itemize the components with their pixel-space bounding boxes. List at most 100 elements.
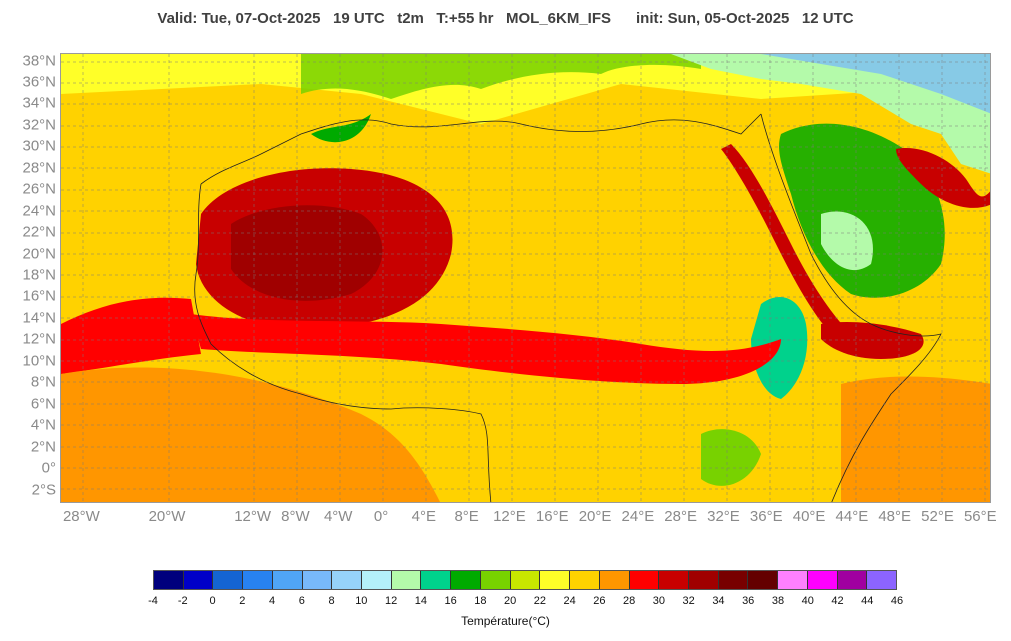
colorbar-swatch (718, 571, 749, 589)
lat-label: 4°N (30, 416, 56, 434)
lon-label: 12°W (234, 508, 272, 525)
colorbar-tick-label: 14 (414, 595, 427, 607)
lat-label: 8°N (30, 373, 56, 391)
colorbar-swatch (213, 571, 244, 589)
colorbar-tick-label: 22 (533, 595, 546, 607)
temperature-field (61, 54, 990, 502)
northeast-cool (671, 54, 990, 174)
lat-label: 6°N (30, 395, 56, 413)
colorbar-tick-label: 40 (801, 595, 814, 607)
lon-label: 12°E (493, 508, 526, 525)
lon-label: 28°E (664, 508, 698, 525)
lon-label: 4°W (323, 508, 353, 525)
lon-label: 0° (373, 508, 389, 525)
lon-label: 24°E (621, 508, 655, 525)
lon-label: 48°E (878, 508, 912, 525)
lat-label: 2°S (31, 481, 56, 499)
colorbar-swatch (362, 571, 392, 589)
lat-label: 0° (41, 459, 56, 477)
colorbar-swatch (272, 571, 303, 589)
lon-label: 36°E (749, 508, 783, 525)
lat-label: 36°N (22, 73, 56, 91)
colorbar-tick-label: 46 (890, 595, 904, 607)
colorbar-tick-label: 0 (209, 595, 216, 607)
colorbar-tick-label: 32 (682, 595, 695, 607)
colorbar-swatch (510, 571, 541, 589)
lon-label: 4°E (411, 508, 437, 525)
lat-label: 22°N (22, 223, 56, 241)
lon-label: 52°E (921, 508, 954, 525)
lat-label: 38°N (22, 52, 56, 70)
north-coastline (200, 113, 762, 185)
colorbar-tick-label: 18 (474, 595, 487, 607)
lon-label: 56°E (963, 508, 997, 525)
colorbar-swatch (867, 571, 896, 589)
east-coastline (760, 113, 942, 502)
map-title: Valid: Tue, 07-Oct-2025 19 UTC t2m T:+55… (157, 10, 854, 27)
colorbar-tick-label: 26 (593, 595, 606, 607)
lat-label: 26°N (22, 180, 56, 198)
colorbar-swatch (599, 571, 630, 589)
colorbar-tick-label: 30 (652, 595, 666, 607)
colorbar-swatch (421, 571, 452, 589)
lat-label: 12°N (22, 330, 56, 348)
lon-label: 44°E (835, 508, 869, 525)
lon-label: 28°W (62, 508, 100, 525)
colorbar-swatch (688, 571, 719, 589)
colorbar-swatch (332, 571, 363, 589)
lon-label: 8°W (281, 508, 310, 525)
colorbar-tick-label: 4 (268, 595, 276, 607)
lat-label: 24°N (22, 202, 56, 220)
colorbar-tick-label: 28 (623, 595, 636, 607)
horn-hot (821, 322, 924, 359)
lon-label: 20°E (578, 508, 612, 525)
lat-label: 20°N (22, 245, 56, 263)
colorbar-tick-label: 34 (712, 595, 725, 607)
northeast-cold (761, 54, 990, 114)
colorbar-tick-label: -2 (177, 595, 188, 607)
indian-ocean-warm (841, 376, 990, 502)
colorbar-tick-label: -4 (148, 595, 158, 607)
colorbar-swatch (480, 571, 511, 589)
red-sea-hot (721, 144, 851, 339)
atlantic-hot-tongue (61, 297, 201, 374)
temperature-map (60, 53, 991, 503)
atlas-cool (311, 114, 371, 143)
lon-label: 16°E (535, 508, 569, 525)
colorbar-swatch (302, 571, 333, 589)
colorbar-tick-label: 16 (444, 595, 457, 607)
colorbar-tick-label: 20 (503, 595, 517, 607)
colorbar-swatch (154, 571, 184, 589)
colorbar-swatch (778, 571, 808, 589)
colorbar-tick-label: 36 (742, 595, 755, 607)
colorbar-tick-label: 10 (355, 595, 368, 607)
colorbar-tick-label: 44 (861, 595, 874, 607)
lat-label: 18°N (22, 266, 56, 284)
arabia-cool-patch (821, 211, 873, 271)
sahara-hotter (231, 205, 383, 301)
colorbar-swatch (837, 571, 868, 589)
colorbar (153, 570, 897, 590)
lat-label: 32°N (22, 116, 56, 134)
colorbar-swatch (183, 571, 214, 589)
colorbar-tick-label: 6 (298, 595, 305, 607)
colorbar-tick-label: 24 (563, 595, 576, 607)
mediterranean-green (301, 54, 701, 99)
colorbar-swatch (570, 571, 600, 589)
east-africa-green (701, 429, 761, 486)
graticule (61, 54, 990, 502)
lon-label: 32°E (707, 508, 740, 525)
colorbar-tick-label: 12 (384, 595, 398, 607)
west-coastline (194, 183, 492, 502)
colorbar-tick-label: 42 (831, 595, 844, 607)
colorbar-tick-label: 38 (771, 595, 785, 607)
lat-label: 34°N (22, 94, 56, 112)
colorbar-swatch (659, 571, 689, 589)
lat-label: 14°N (22, 309, 56, 327)
lon-label: 8°E (454, 508, 479, 525)
colorbar-swatch (451, 571, 481, 589)
gulf-of-guinea-warm (61, 367, 440, 502)
colorbar-swatch (807, 571, 838, 589)
lat-label: 10°N (22, 352, 56, 370)
colorbar-label: Température(°C) (461, 614, 550, 628)
